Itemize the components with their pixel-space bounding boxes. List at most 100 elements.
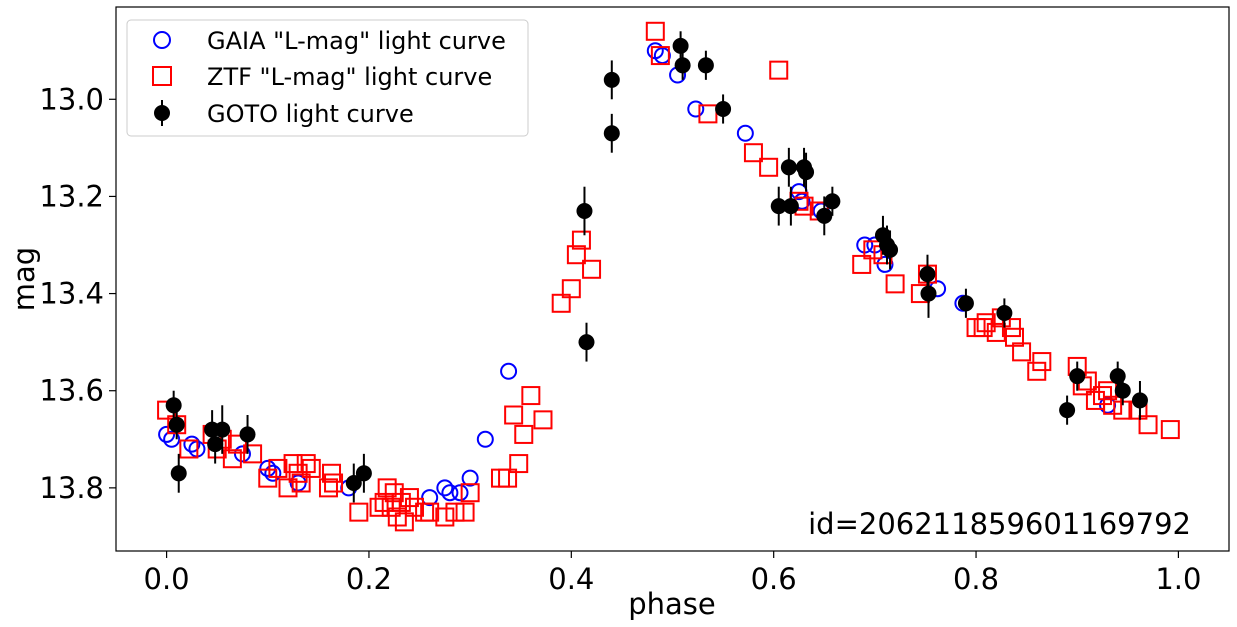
goto-point <box>674 57 691 74</box>
ztf-point <box>885 274 905 294</box>
ztf-point <box>551 293 571 313</box>
gaia-point <box>451 484 469 502</box>
goto-point <box>207 436 224 453</box>
goto-point <box>919 266 936 283</box>
x-tick-label: 0.2 <box>346 562 392 596</box>
ztf-point <box>349 502 369 522</box>
ztf-point <box>852 254 872 274</box>
goto-point <box>957 295 974 312</box>
ztf-point <box>384 483 404 503</box>
x-axis-label: phase <box>628 587 716 621</box>
ztf-point <box>521 386 541 406</box>
gaia-point <box>476 430 494 448</box>
x-tick-label: 0.8 <box>953 562 999 596</box>
gaia-point <box>264 464 282 482</box>
ztf-point <box>387 507 407 527</box>
ztf-point <box>435 507 455 527</box>
goto-point <box>578 334 595 351</box>
y-axis-ticks: 13.0 13.2 13.4 13.6 13.8 <box>39 82 116 505</box>
ztf-point <box>445 502 465 522</box>
goto-point <box>996 305 1013 321</box>
legend-gaia-marker <box>153 31 171 49</box>
x-tick-label: 0.0 <box>144 562 190 596</box>
ztf-point <box>301 458 321 478</box>
ztf-point <box>571 230 591 250</box>
ztf-point <box>561 279 581 299</box>
goto-point <box>882 241 899 258</box>
ztf-point <box>1032 352 1052 372</box>
ztf-point <box>504 405 524 425</box>
gaia-point <box>158 425 176 443</box>
ztf-point <box>743 143 763 163</box>
gaia-point <box>436 479 454 497</box>
legend-goto-marker <box>154 105 170 121</box>
goto-point <box>168 416 185 433</box>
ztf-point <box>455 502 475 522</box>
goto-point <box>920 285 937 302</box>
ztf-point <box>986 322 1006 342</box>
x-tick-label: 1.0 <box>1155 562 1201 596</box>
plot-marks <box>157 21 1180 532</box>
goto-point <box>824 193 841 210</box>
ztf-point <box>769 60 789 80</box>
y-tick-label: 13.6 <box>39 374 104 408</box>
goto-point <box>672 37 689 54</box>
ztf-point <box>179 439 199 459</box>
goto-point <box>782 198 799 215</box>
y-tick-label: 13.4 <box>39 277 104 311</box>
y-tick-label: 13.2 <box>39 179 104 213</box>
goto-point <box>715 101 732 117</box>
goto-point <box>1109 368 1126 385</box>
gaia-point <box>500 362 518 380</box>
legend-label: GOTO light curve <box>207 100 414 128</box>
ztf-point <box>291 473 311 493</box>
goto-point <box>165 397 182 414</box>
ztf-point <box>650 46 670 66</box>
ztf-point <box>399 488 419 508</box>
goto-point <box>1114 382 1131 399</box>
legend-label: ZTF "L-mag" light curve <box>207 63 492 91</box>
ztf-point <box>1027 361 1047 381</box>
ztf-point <box>973 318 993 338</box>
gaia-point <box>233 445 251 463</box>
goto-point <box>603 71 620 88</box>
goto-point <box>1131 392 1148 409</box>
ztf-point <box>324 473 344 493</box>
ztf-point <box>645 21 665 41</box>
ztf-point <box>966 318 986 338</box>
gaia-point <box>736 124 754 142</box>
ztf-point <box>582 259 602 279</box>
ztf-point <box>222 449 242 469</box>
goto-point <box>576 203 593 219</box>
plot-frame <box>115 6 1230 552</box>
goto-point <box>603 125 620 142</box>
ztf-point <box>460 483 480 503</box>
goto-point <box>816 207 833 224</box>
goto-point <box>170 465 187 482</box>
ztf-point <box>1004 327 1024 347</box>
gaia-point <box>421 489 439 507</box>
ztf-point <box>322 463 342 483</box>
legend-ztf-marker <box>152 66 172 86</box>
ztf-point <box>394 512 414 532</box>
gaia-point <box>876 255 894 273</box>
goto-point <box>780 159 797 176</box>
object-id-annotation: id=206211859601169792 <box>808 507 1191 541</box>
ztf-point <box>420 502 440 522</box>
goto-point <box>798 164 815 181</box>
goto-point <box>214 421 231 438</box>
legend: GAIA "L-mag" light curve ZTF "L-mag" ligh… <box>126 19 529 137</box>
ztf-point <box>377 478 397 498</box>
ztf-point <box>533 410 553 430</box>
ztf-point <box>1012 342 1032 362</box>
ztf-point <box>227 434 247 454</box>
ztf-point <box>759 157 779 177</box>
ztf-point <box>1138 415 1158 435</box>
y-tick-label: 13.8 <box>39 471 104 505</box>
ztf-point <box>278 478 298 498</box>
x-tick-label: 0.6 <box>751 562 797 596</box>
ztf-point <box>1160 420 1180 440</box>
goto-point <box>1059 402 1076 419</box>
legend-box <box>126 19 529 137</box>
